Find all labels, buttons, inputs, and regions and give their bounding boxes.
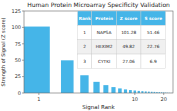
table-text: NAPSA	[97, 30, 112, 35]
table-text: CYTKI	[98, 59, 110, 64]
table-header: S score	[144, 16, 162, 21]
table-cell	[78, 40, 92, 54]
bar	[129, 90, 132, 93]
x-axis-label: Signal Rank	[82, 104, 115, 111]
table-cell	[78, 25, 92, 39]
table-cell	[141, 40, 166, 54]
y-tick-label: 50	[15, 57, 21, 63]
table-text: 27.06	[123, 59, 136, 64]
bar	[124, 89, 127, 93]
plot-frame	[24, 11, 173, 93]
table-cell	[141, 25, 166, 39]
bar	[80, 75, 88, 93]
bar	[118, 88, 122, 93]
table-text: 51.46	[147, 30, 160, 35]
table-cell	[92, 40, 117, 54]
title: Human Protein Microarray Specificity Val…	[27, 1, 170, 9]
table-header-cell	[116, 11, 141, 25]
y-tick	[22, 93, 24, 94]
table-cell	[141, 54, 166, 68]
table-text: 22.76	[147, 44, 160, 49]
x-tick-label: 10	[132, 96, 138, 102]
table-cell	[116, 25, 141, 39]
table-cell	[92, 25, 117, 39]
table-header: Protein	[95, 16, 113, 21]
y-tick	[22, 43, 24, 44]
table-text: 49.82	[123, 44, 136, 49]
table-text: 2	[83, 44, 86, 49]
y-tick	[22, 27, 24, 28]
bar	[138, 91, 140, 93]
x-tick-label: 1	[37, 96, 40, 102]
bar	[134, 91, 137, 93]
table-cell	[116, 40, 141, 54]
y-tick-label: 75	[15, 41, 21, 47]
table-cell	[92, 54, 117, 68]
y-tick-label: 0	[18, 90, 21, 96]
table-header-cell	[141, 11, 166, 25]
table-text: 3	[83, 59, 86, 64]
bar	[93, 82, 99, 93]
table-text: HEXIM2	[96, 44, 113, 49]
bar	[103, 85, 108, 93]
table-text: 6.9	[150, 59, 157, 64]
y-tick	[22, 76, 24, 77]
y-axis-label: Strength of Signal (Z score)	[0, 17, 7, 86]
bar	[61, 60, 74, 93]
bar	[24, 27, 50, 93]
table-cell	[78, 54, 92, 68]
table-text: 101.28	[121, 30, 136, 35]
table-text: 1	[83, 30, 86, 35]
chart: Human Protein Microarray Specificity Val…	[0, 0, 177, 111]
table-header-cell	[78, 11, 92, 25]
y-tick	[22, 11, 24, 12]
table-header: Z score	[120, 16, 138, 21]
table-header: Rank	[79, 16, 91, 21]
y-tick	[22, 60, 24, 61]
bar	[111, 87, 115, 93]
y-tick-label: 100	[11, 24, 21, 30]
y-tick-label: 25	[15, 73, 21, 79]
table-cell	[116, 54, 141, 68]
table-header-cell	[92, 11, 117, 25]
x-tick-label: 20	[161, 96, 167, 102]
table: Rank Protein Z score S score 1 NAPSA 101.28 51.…	[78, 11, 166, 68]
y-tick-label: 125	[11, 8, 21, 14]
